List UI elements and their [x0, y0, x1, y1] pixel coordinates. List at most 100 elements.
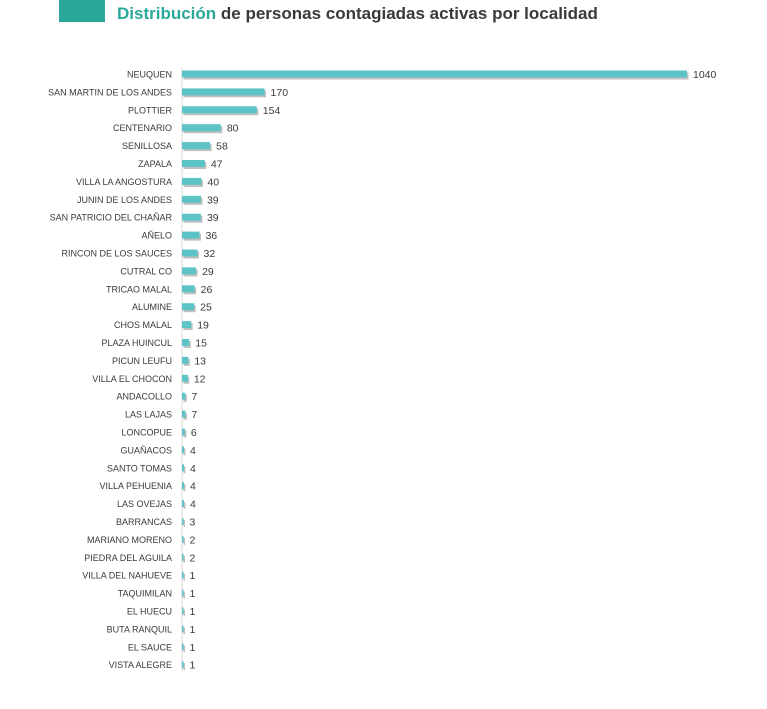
value-label: 29: [202, 266, 214, 278]
value-label: 1040: [693, 69, 717, 81]
bar: [182, 625, 184, 633]
bar: [182, 428, 185, 436]
value-label: 7: [191, 391, 197, 403]
category-label: LONCOPUE: [121, 428, 172, 438]
value-label: 2: [190, 534, 196, 546]
bar-shadow: [183, 663, 185, 671]
category-label: PICUN LEUFU: [112, 356, 172, 366]
bar: [182, 553, 184, 561]
value-label: 39: [207, 194, 219, 206]
bar: [182, 643, 184, 651]
category-label: SENILLOSA: [122, 141, 172, 151]
chart-title-highlight: Distribución: [117, 4, 217, 23]
bar-shadow: [183, 555, 185, 563]
chart-title: Distribución de personas contagiadas act…: [117, 4, 598, 24]
category-label: JUNIN DE LOS ANDES: [77, 195, 172, 205]
value-label: 1: [190, 570, 196, 582]
value-label: 4: [190, 481, 196, 493]
bar-shadow: [183, 627, 185, 635]
bar-shadow: [183, 645, 185, 653]
category-label: VILLA DEL NAHUEVE: [82, 571, 172, 581]
value-label: 1: [190, 606, 196, 618]
value-label: 4: [190, 499, 196, 511]
bar-shadow: [183, 591, 185, 599]
bar: [182, 231, 200, 239]
value-label: 4: [190, 445, 196, 457]
bar: [182, 482, 184, 490]
value-label: 1: [190, 588, 196, 600]
bar: [182, 267, 197, 275]
category-label: SAN PATRICIO DEL CHAÑAR: [50, 213, 173, 223]
value-label: 170: [271, 87, 289, 99]
bar: [182, 571, 184, 579]
bar-shadow: [183, 448, 186, 456]
category-label: CHOS MALAL: [114, 320, 172, 330]
category-label: CUTRAL CO: [120, 266, 172, 276]
value-label: 58: [216, 141, 228, 153]
value-label: 1: [190, 642, 196, 654]
bar: [182, 356, 189, 364]
bar-shadow: [183, 609, 185, 617]
chart-title-rest: de personas contagiadas activas por loca…: [216, 4, 598, 23]
value-label: 39: [207, 212, 219, 224]
category-label: NEUQUEN: [127, 70, 172, 80]
value-label: 36: [205, 230, 217, 242]
bar: [182, 589, 184, 597]
category-label: BARRANCAS: [116, 517, 172, 527]
bar: [182, 339, 190, 346]
value-label: 15: [195, 338, 207, 350]
category-label: SAN MARTIN DE LOS ANDES: [48, 87, 172, 97]
value-label: 3: [190, 517, 196, 529]
category-label: VILLA EL CHOCON: [92, 374, 172, 384]
bar: [182, 88, 265, 96]
category-label: PLAZA HUINCUL: [101, 338, 172, 348]
value-label: 6: [191, 427, 197, 439]
bar: [182, 106, 257, 114]
bar: [182, 213, 201, 221]
category-label: CENTENARIO: [113, 123, 172, 133]
category-label: PLOTTIER: [128, 105, 173, 115]
bar: [182, 160, 205, 167]
bar-shadow: [183, 573, 185, 581]
value-label: 40: [207, 176, 219, 188]
category-label: VISTA ALEGRE: [109, 660, 172, 670]
value-label: 1: [190, 624, 196, 636]
value-label: 7: [191, 409, 197, 421]
bar-shadow: [183, 537, 185, 545]
category-label: RINCON DE LOS SAUCES: [61, 249, 172, 259]
bar-shadow: [183, 466, 186, 474]
value-label: 12: [194, 373, 206, 385]
bar: [182, 518, 184, 525]
bar: [182, 249, 198, 257]
bar: [182, 195, 201, 203]
bar: [182, 303, 195, 311]
header-accent-block: [59, 0, 105, 22]
bar-shadow: [183, 502, 186, 510]
category-label: VILLA PEHUENIA: [99, 481, 172, 491]
category-label: ZAPALA: [138, 159, 172, 169]
value-label: 2: [190, 552, 196, 564]
category-label: TRICAO MALAL: [106, 284, 172, 294]
bar: [182, 374, 188, 382]
bar: [182, 661, 184, 669]
value-label: 80: [227, 123, 239, 135]
bar: [182, 321, 192, 329]
bar: [182, 392, 186, 400]
category-label: ALUMINE: [132, 302, 172, 312]
category-label: LAS LAJAS: [125, 410, 172, 420]
bar: [182, 70, 687, 78]
bar: [182, 410, 186, 418]
bar: [182, 607, 184, 615]
category-label: VILLA LA ANGOSTURA: [76, 177, 172, 187]
value-label: 154: [263, 105, 281, 117]
value-label: 25: [200, 302, 212, 314]
category-label: MARIANO MORENO: [87, 535, 172, 545]
bar: [182, 446, 184, 454]
bar: [182, 535, 184, 543]
category-label: BUTA RANQUIL: [107, 624, 172, 634]
value-label: 19: [197, 320, 209, 332]
bar: [182, 464, 184, 472]
value-label: 32: [204, 248, 216, 260]
value-label: 26: [201, 284, 213, 296]
category-label: LAS OVEJAS: [117, 499, 172, 509]
